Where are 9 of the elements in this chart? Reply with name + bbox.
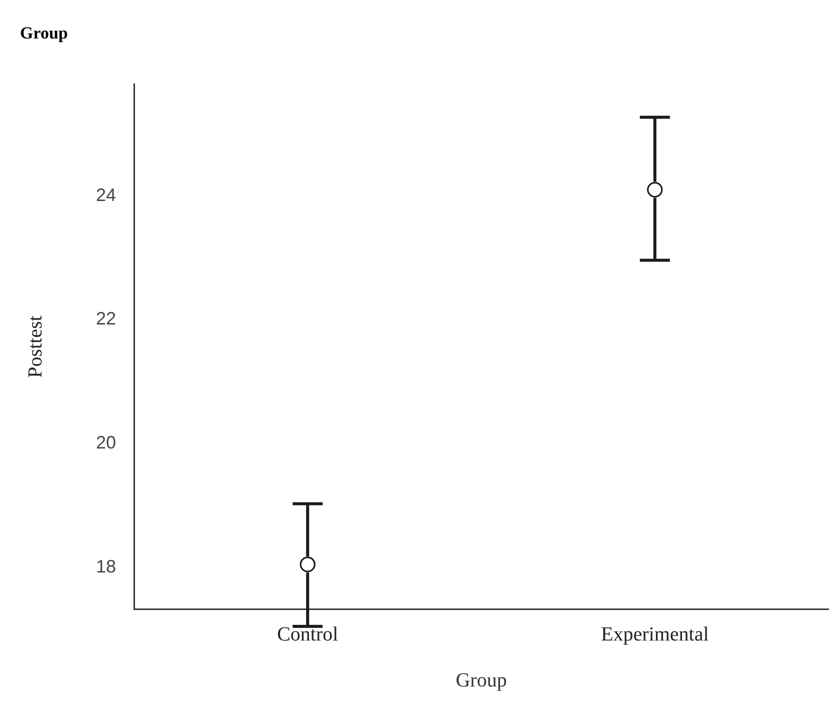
y-tick-label: 20 (96, 432, 116, 453)
x-axis-title: Group (456, 669, 507, 692)
y-tick-label: 22 (96, 308, 116, 329)
chart-title: Group (20, 24, 68, 43)
y-tick-label: 18 (96, 556, 116, 576)
x-tick-label: Control (277, 623, 339, 646)
y-tick-label: 24 (96, 184, 116, 205)
y-axis-title: Posttest (24, 315, 46, 378)
x-tick-label: Experimental (601, 623, 710, 646)
